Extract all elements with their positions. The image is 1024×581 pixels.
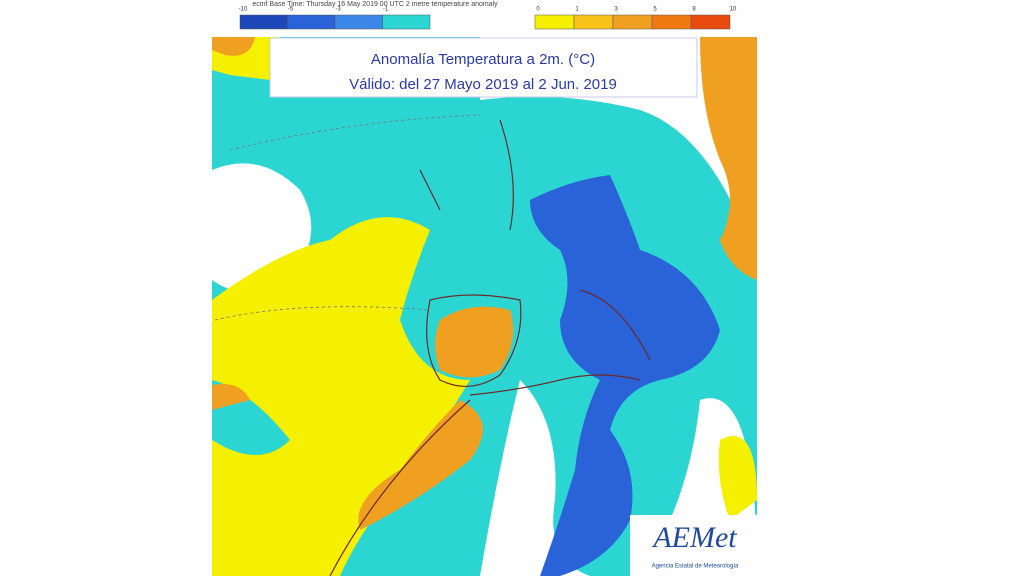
legend-label: 3 (614, 7, 618, 13)
legend-label: 8 (692, 7, 696, 13)
legend-label: 0 (536, 7, 540, 13)
legend-swatch (239, 14, 288, 30)
coastline (329, 119, 651, 576)
legend-label: -1 (383, 7, 389, 13)
legend-swatch (651, 14, 692, 30)
legend-swatch (287, 14, 336, 30)
warm-area (718, 436, 757, 520)
legend-label: -5 (288, 7, 294, 13)
warm-area (358, 400, 483, 530)
warm-area (212, 37, 255, 56)
warm-area (435, 306, 514, 378)
legend-label: 1 (575, 7, 579, 13)
title-line: Válido: del 27 Mayo 2019 al 2 Jun. 2019 (349, 76, 617, 93)
legend-label: -3 (335, 7, 341, 13)
logo-subtitle: Agencia Estatal de Meteorología (652, 564, 739, 570)
logo-box (630, 515, 757, 576)
legend-swatch (382, 14, 431, 30)
legend-label: 10 (730, 7, 737, 13)
logo-name: AEMet (651, 521, 737, 554)
run-info: ecmf Base Time: Thursday 16 May 2019 00 … (252, 1, 498, 8)
warm-area (212, 217, 470, 576)
neutral-area (480, 380, 590, 576)
graticule (214, 114, 481, 321)
cold-area (530, 175, 720, 576)
legend-label: 5 (653, 7, 657, 13)
legend-swatch (690, 14, 731, 30)
warm-area (212, 384, 250, 410)
legend-label: -10 (239, 7, 248, 13)
legend-swatch (612, 14, 653, 30)
map (212, 37, 757, 576)
color-legend: -10 -5 -3 -1 0 1 3 5 8 10 (239, 7, 737, 30)
title-box (269, 37, 698, 98)
title-line: Anomalía Temperatura a 2m. (°C) (371, 51, 595, 68)
legend-swatch (573, 14, 614, 30)
legend-swatch (534, 14, 575, 30)
legend-swatch (334, 14, 383, 30)
warm-area (700, 37, 757, 280)
